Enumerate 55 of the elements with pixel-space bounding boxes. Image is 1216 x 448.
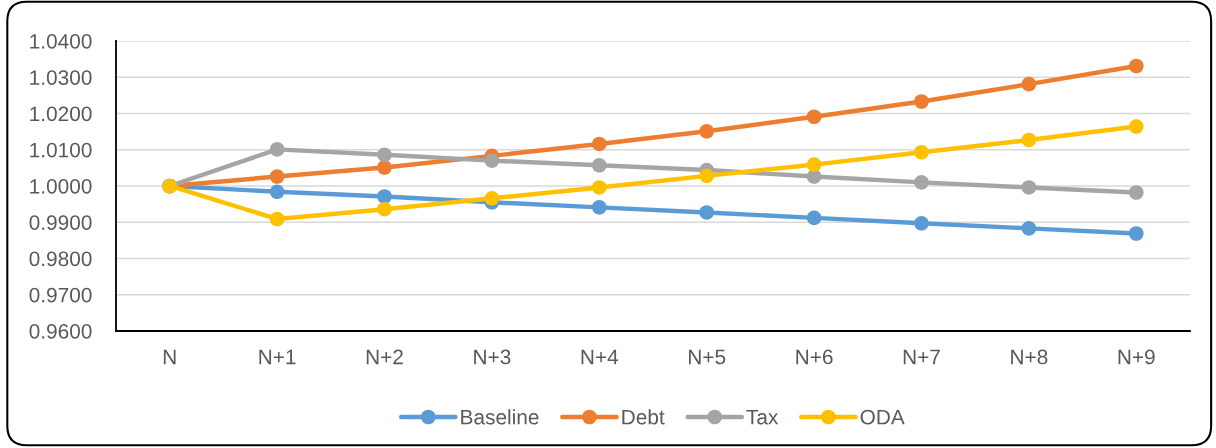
- point: [806, 157, 822, 172]
- y-tick-label: 1.0100: [30, 142, 92, 158]
- point: [1021, 76, 1037, 92]
- x-tick-label: N+1: [259, 349, 296, 365]
- point: [269, 211, 285, 227]
- point: [377, 147, 392, 163]
- x-tick-label: N+7: [903, 349, 940, 365]
- legend-label: Tax: [746, 409, 779, 425]
- point: [1128, 185, 1144, 200]
- legend-label: Debt: [622, 409, 665, 425]
- legend-label: Baseline: [461, 409, 539, 425]
- y-tick-label: 0.9900: [29, 215, 92, 230]
- point: [377, 201, 392, 217]
- point: [269, 142, 285, 157]
- point: [806, 109, 822, 125]
- y-tick-label: 1.0000: [30, 178, 92, 194]
- x-tick-label: N+9: [1118, 349, 1155, 365]
- point: [806, 210, 822, 226]
- point: [592, 180, 607, 195]
- point: [1128, 226, 1144, 241]
- point: [699, 168, 714, 184]
- point: [699, 205, 714, 220]
- point: [592, 158, 607, 173]
- y-tick-label: 1.0200: [30, 106, 92, 122]
- point: [377, 189, 392, 204]
- x-tick-label: N+8: [1011, 349, 1048, 365]
- point: [592, 136, 607, 152]
- point: [1128, 58, 1144, 74]
- point: [269, 184, 285, 200]
- point: [269, 169, 285, 184]
- point: [592, 200, 607, 215]
- y-tick-label: 1.0400: [30, 33, 92, 49]
- point: [1021, 132, 1037, 148]
- x-tick-label: N+4: [581, 349, 619, 365]
- point: [377, 160, 392, 175]
- point: [699, 123, 714, 139]
- point: [1021, 180, 1037, 195]
- x-tick-label: N+6: [796, 349, 833, 365]
- x-tick-label: N: [163, 349, 176, 365]
- point: [1021, 221, 1037, 236]
- point: [914, 216, 929, 231]
- x-tick-label: N+2: [366, 349, 403, 365]
- x-tick-label: N+5: [689, 349, 726, 365]
- point: [484, 153, 500, 168]
- point: [914, 144, 929, 160]
- legend-label: ODA: [860, 409, 905, 425]
- y-tick-label: 0.9700: [29, 287, 92, 303]
- point: [914, 175, 929, 190]
- y-tick-label: 0.9800: [29, 251, 92, 267]
- y-tick-label: 0.9600: [29, 323, 92, 339]
- y-tick-label: 1.0300: [30, 70, 92, 85]
- point: [1128, 119, 1144, 134]
- point: [484, 191, 500, 206]
- x-tick-label: N+3: [474, 349, 511, 365]
- point: [914, 94, 929, 109]
